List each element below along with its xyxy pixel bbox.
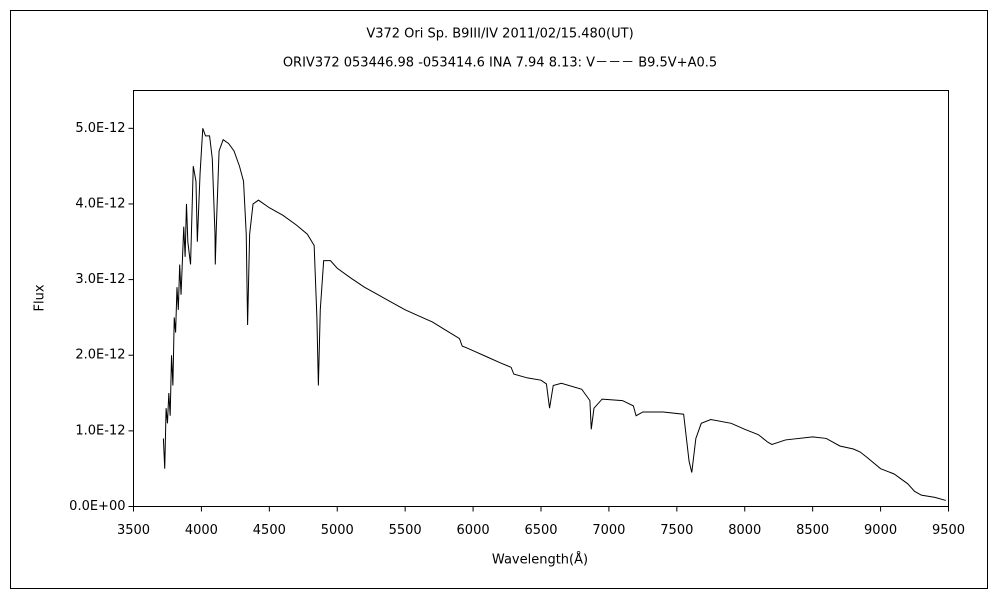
- x-tick-label: 9000: [864, 523, 897, 538]
- y-tick-label: 2.0E-12: [75, 348, 125, 363]
- y-tick-label: 5.0E-12: [75, 121, 125, 136]
- y-tick-label: 0.0E+00: [69, 499, 125, 514]
- y-tick-label: 3.0E-12: [75, 272, 125, 287]
- x-tick-label: 4500: [253, 523, 286, 538]
- x-tick-label: 8000: [728, 523, 761, 538]
- spectrum-line: [162, 128, 946, 501]
- chart-title: V372 Ori Sp. B9III/IV 2011/02/15.480(UT): [366, 27, 633, 42]
- x-tick-label: 9500: [932, 523, 965, 538]
- x-tick-label: 6500: [524, 523, 557, 538]
- y-tick-label: 1.0E-12: [75, 423, 125, 438]
- x-tick-label: 3500: [117, 523, 150, 538]
- x-tick-label: 8500: [796, 523, 829, 538]
- x-tick-label: 4000: [185, 523, 218, 538]
- x-tick-label: 5500: [389, 523, 422, 538]
- x-tick-label: 5000: [321, 523, 354, 538]
- y-tick-label: 4.0E-12: [75, 196, 125, 211]
- x-tick-label: 7500: [660, 523, 693, 538]
- x-tick-label: 7000: [592, 523, 625, 538]
- outer-frame: [10, 10, 988, 589]
- x-axis-label: Wavelength(Å): [492, 552, 588, 568]
- y-axis-label: Flux: [33, 284, 48, 311]
- chart-subtitle: ORIV372 053446.98 -053414.6 INA 7.94 8.1…: [283, 56, 717, 71]
- x-tick-label: 6000: [457, 523, 490, 538]
